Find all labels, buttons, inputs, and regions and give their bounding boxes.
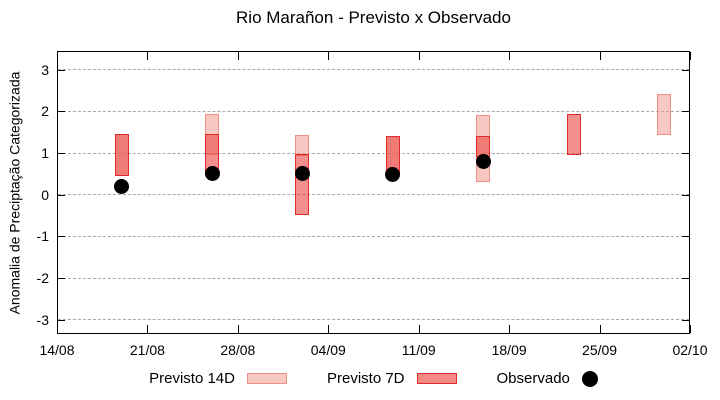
observado-dot [204,166,220,182]
x-tick [418,325,420,333]
y-tick [682,111,689,113]
observado-dot [294,165,310,181]
x-tick [509,325,511,333]
legend-swatch-dot [581,370,598,387]
x-tick [328,325,330,333]
y-tick-label: 0 [41,186,49,203]
previsto-7d-box [295,154,310,216]
gridline [58,235,689,237]
legend-item: Previsto 14D [149,370,287,387]
observado-dot [475,153,491,169]
gridline [58,277,689,279]
y-tick-label: -2 [36,270,49,287]
x-tick [57,325,58,333]
legend-item: Observado [497,370,598,387]
previsto-7d-box [114,134,129,176]
gridline [58,69,689,71]
y-tick-label: -1 [36,228,49,245]
x-tick [147,52,149,60]
y-tick-label: 1 [41,145,49,162]
y-tick-label: 2 [41,103,49,120]
y-tick [682,319,689,321]
x-tick-label: 02/10 [672,342,708,358]
gridline [58,152,689,154]
y-tick-label: 3 [41,61,49,78]
y-tick [58,194,65,196]
plot-area [57,51,690,334]
legend-label: Previsto 14D [149,370,235,387]
previsto-14d-box [657,94,672,136]
observado-dot [385,167,401,183]
x-tick [690,52,691,60]
y-tick [58,278,65,280]
previsto-14d-box [295,134,310,157]
legend-swatch-box [416,373,457,384]
x-tick-label: 18/09 [491,342,527,358]
y-tick [682,278,689,280]
y-tick [682,69,689,71]
y-tick [58,69,65,71]
gridline [58,194,689,196]
y-tick [58,319,65,321]
legend-label: Observado [496,370,570,387]
y-tick [682,236,689,238]
legend-label: Previsto 7D [326,370,405,387]
x-tick [599,325,601,333]
x-tick [509,52,511,60]
x-tick-label: 14/08 [39,342,75,358]
legend-swatch-box [246,373,287,384]
x-tick-label: 04/09 [310,342,346,358]
legend: Previsto 14D Previsto 7D Observado [57,370,690,387]
y-tick [58,111,65,113]
previsto-7d-box [566,114,581,156]
y-tick-label: -3 [36,311,49,328]
x-tick [599,52,601,60]
y-tick [682,153,689,155]
chart-title: Rio Marañon - Previsto x Observado [236,8,511,27]
x-tick [328,52,330,60]
y-tick [682,194,689,196]
x-tick-label: 28/08 [220,342,256,358]
x-tick [237,325,239,333]
x-tick-label: 25/09 [582,342,618,358]
y-tick [58,153,65,155]
y-tick [58,236,65,238]
x-tick [237,52,239,60]
gridline [58,319,689,321]
x-tick [147,325,149,333]
x-tick-label: 21/08 [129,342,165,358]
legend-item: Previsto 7D [327,370,457,387]
x-tick [690,325,691,333]
x-tick-label: 11/09 [401,342,436,358]
gridline [58,110,689,112]
x-tick [57,52,58,60]
x-tick [418,52,420,60]
observado-dot [114,178,130,194]
